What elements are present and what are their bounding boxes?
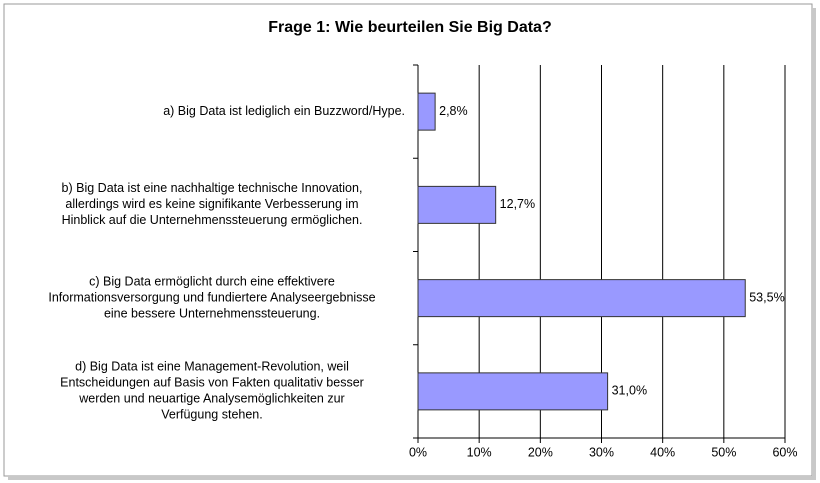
frame-shadow <box>8 476 816 480</box>
x-tick-label: 50% <box>711 445 736 459</box>
chart-title: Frage 1: Wie beurteilen Sie Big Data? <box>268 19 551 36</box>
value-label: 31,0% <box>612 384 647 398</box>
bar <box>417 279 746 318</box>
bar <box>417 185 497 224</box>
category-label: allerdings wird es keine signifikante Ve… <box>65 197 358 211</box>
category-label: c) Big Data ermöglicht durch eine effekt… <box>89 274 335 288</box>
value-label: 53,5% <box>749 290 784 304</box>
x-tick-label: 0% <box>409 445 427 459</box>
bar <box>417 92 436 131</box>
x-tick-label: 20% <box>528 445 553 459</box>
category-label: d) Big Data ist eine Management-Revoluti… <box>75 360 349 374</box>
category-label: Verfügung stehen. <box>161 408 262 422</box>
category-label: Hinblick auf die Unternehmenssteuerung e… <box>62 213 363 227</box>
category-label: a) Big Data ist lediglich ein Buzzword/H… <box>163 104 405 118</box>
category-label: werden und neuartige Analysemöglichkeite… <box>78 392 344 406</box>
value-label: 12,7% <box>500 197 535 211</box>
x-tick-label: 10% <box>467 445 492 459</box>
category-label: Informationsversorgung und fundiertere A… <box>48 290 375 304</box>
x-tick-label: 60% <box>772 445 797 459</box>
x-tick-label: 40% <box>650 445 675 459</box>
chart-frame <box>3 3 813 477</box>
category-label: Entscheidungen auf Basis von Fakten qual… <box>60 376 364 390</box>
value-label: 2,8% <box>439 104 468 118</box>
bar <box>417 372 609 411</box>
x-tick-label: 30% <box>589 445 614 459</box>
category-label: b) Big Data ist eine nachhaltige technis… <box>62 181 363 195</box>
frame-shadow <box>812 8 816 479</box>
category-label: eine bessere Unternehmenssteuerung. <box>104 306 320 320</box>
